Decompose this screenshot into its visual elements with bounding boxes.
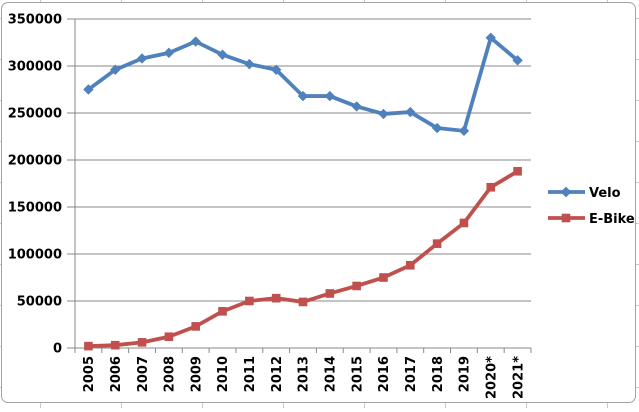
legend-label-velo: Velo xyxy=(589,186,621,201)
x-axis-label: 2021* xyxy=(511,356,526,399)
x-axis-label: 2012 xyxy=(270,356,285,392)
x-axis-label: 2007 xyxy=(136,356,151,392)
series-layer xyxy=(83,32,523,351)
e-bike-data-marker xyxy=(405,260,415,270)
x-axis-label: 2009 xyxy=(189,356,204,392)
ebike-square-marker-icon xyxy=(561,213,571,223)
e-bike-data-marker xyxy=(325,289,335,298)
velo-data-marker xyxy=(136,53,148,64)
y-axis-tick-label: 200000 xyxy=(8,154,62,169)
y-axis-tick-label: 0 xyxy=(53,342,62,357)
legend: Velo E-Bike xyxy=(548,186,635,227)
x-axis-label: 2011 xyxy=(243,356,258,392)
velo-data-marker xyxy=(351,101,362,112)
x-axis-label: 2019 xyxy=(458,356,473,392)
y-axis-tick-label: 50000 xyxy=(17,295,62,310)
e-bike-data-marker xyxy=(164,332,174,342)
e-bike-data-marker xyxy=(379,273,388,282)
x-axis-label: 2006 xyxy=(109,356,124,392)
axis-labels-layer: 0 50000 100000 150000 200000 250000 300000 3500… xyxy=(8,13,527,399)
e-bike-data-marker xyxy=(352,281,361,291)
chart-object[interactable] xyxy=(1,2,636,403)
e-bike-data-marker xyxy=(513,166,522,176)
velo-data-marker xyxy=(458,125,470,137)
x-axis-label: 2014 xyxy=(324,356,339,392)
velo-data-marker xyxy=(217,49,228,60)
axes-layer xyxy=(67,18,532,353)
velo-data-marker xyxy=(512,55,523,66)
velo-data-marker xyxy=(163,47,175,59)
e-bike-data-marker xyxy=(298,297,308,307)
legend-item-ebike[interactable]: E-Bike xyxy=(548,212,635,227)
velo-data-marker xyxy=(485,32,496,43)
velo-data-marker xyxy=(244,58,255,70)
x-axis-label: 2005 xyxy=(82,356,97,392)
e-bike-data-marker xyxy=(110,340,120,350)
x-axis-label: 2017 xyxy=(404,356,419,392)
e-bike-data-marker xyxy=(432,239,442,248)
e-bike-data-marker xyxy=(459,218,469,228)
x-axis-label: 2010 xyxy=(216,356,231,392)
velo-data-marker xyxy=(190,36,201,47)
e-bike-data-marker xyxy=(245,296,254,306)
velo-data-marker xyxy=(431,122,443,134)
velo-data-marker xyxy=(405,106,416,118)
velo-diamond-marker-icon xyxy=(560,186,572,198)
velo-data-marker xyxy=(83,84,94,95)
velo-data-marker xyxy=(378,108,389,120)
e-bike-data-marker xyxy=(191,322,201,331)
x-axis-label: 2008 xyxy=(163,356,178,392)
x-axis-label: 2013 xyxy=(297,356,312,392)
x-axis-label: 2018 xyxy=(431,356,446,392)
velo-data-marker xyxy=(110,64,121,75)
legend-item-velo[interactable]: Velo xyxy=(548,186,621,201)
x-axis-label: 2016 xyxy=(377,356,392,392)
y-axis-tick-label: 250000 xyxy=(8,107,62,122)
x-axis-label: 2020* xyxy=(484,356,499,399)
y-axis-tick-label: 300000 xyxy=(8,60,62,75)
velo-data-marker xyxy=(270,64,282,75)
y-axis-tick-label: 350000 xyxy=(8,13,62,28)
e-bike-data-marker xyxy=(84,341,93,351)
y-axis-tick-label: 150000 xyxy=(8,201,62,216)
velo-data-marker xyxy=(324,90,336,102)
y-axis-tick-label: 100000 xyxy=(8,248,62,263)
x-axis-label: 2015 xyxy=(350,356,365,392)
e-bike-data-marker xyxy=(271,293,281,303)
velo-data-marker xyxy=(297,90,309,102)
e-bike-series-line xyxy=(86,169,520,349)
velo-series-line xyxy=(86,35,520,133)
e-bike-data-marker xyxy=(218,307,227,316)
legend-label-ebike: E-Bike xyxy=(589,212,635,227)
e-bike-data-marker xyxy=(137,338,147,347)
e-bike-data-marker xyxy=(486,182,496,192)
